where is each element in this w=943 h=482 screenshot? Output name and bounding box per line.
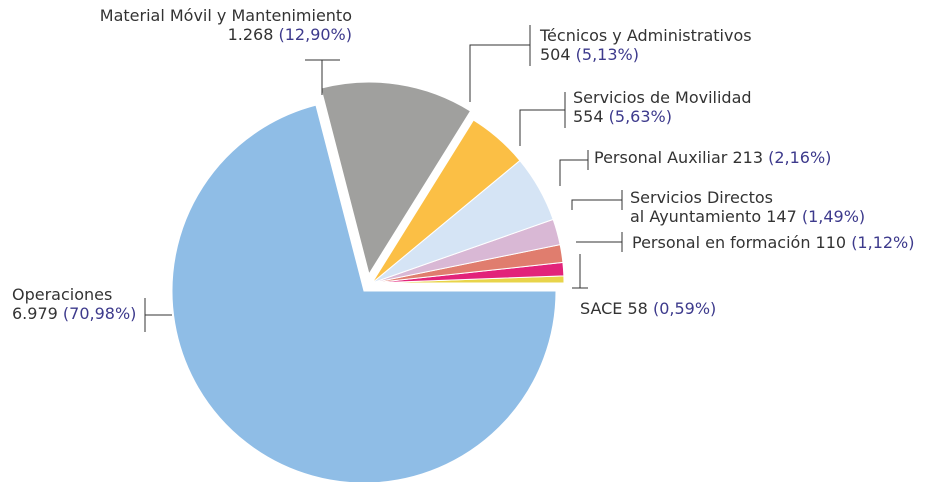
percentage-label: (1,49%) [801,207,866,226]
slice-label: Material Móvil y Mantenimiento 1.268 (12,… [100,6,352,44]
leaders [144,25,623,332]
percentage-label: (2,16%) [768,148,832,167]
slice-label: SACE 58 (0,59%) [580,299,716,318]
percentage-label: (12,90%) [278,25,353,44]
category-label: Operaciones [12,285,113,304]
value-label: 504 [540,45,571,64]
value-label: 147 [766,207,797,226]
category-label: Personal en formación [632,233,811,252]
percentage-label: (5,13%) [575,45,639,64]
pie-slice [371,119,521,284]
slice-label: Técnicos y Administrativos 504 (5,13%) [540,26,752,64]
category-label: Servicios de Movilidad [573,88,752,107]
percentage-label: (70,98%) [62,304,137,323]
slice-label: Operaciones 6.979 (70,98%) [12,285,136,323]
category-label: Técnicos y Administrativos [540,26,752,45]
pie-slice [320,81,472,276]
category-label: Material Móvil y Mantenimiento [99,6,352,25]
category-label: Personal Auxiliar [594,148,728,167]
slice-label: Personal Auxiliar 213 (2,16%) [594,148,831,167]
slice-label: Servicios Directos al Ayuntamiento 147 (… [630,188,865,226]
value-label: 58 [627,299,648,318]
pie-slice [171,104,557,482]
value-label: 554 [573,107,604,126]
percentage-label: (0,59%) [652,299,717,318]
value-label: 1.268 [227,25,274,44]
percentage-label: (5,63%) [608,107,672,126]
slice-label: Servicios de Movilidad 554 (5,63%) [573,88,752,126]
slice-label: Personal en formación 110 (1,12%) [632,233,915,252]
value-label: 6.979 [12,304,58,323]
category-label: Servicios Directos al Ayuntamiento [630,188,773,226]
value-label: 213 [732,148,764,167]
percentage-label: (1,12%) [851,233,915,252]
category-label: SACE [580,299,623,318]
value-label: 110 [815,233,847,252]
